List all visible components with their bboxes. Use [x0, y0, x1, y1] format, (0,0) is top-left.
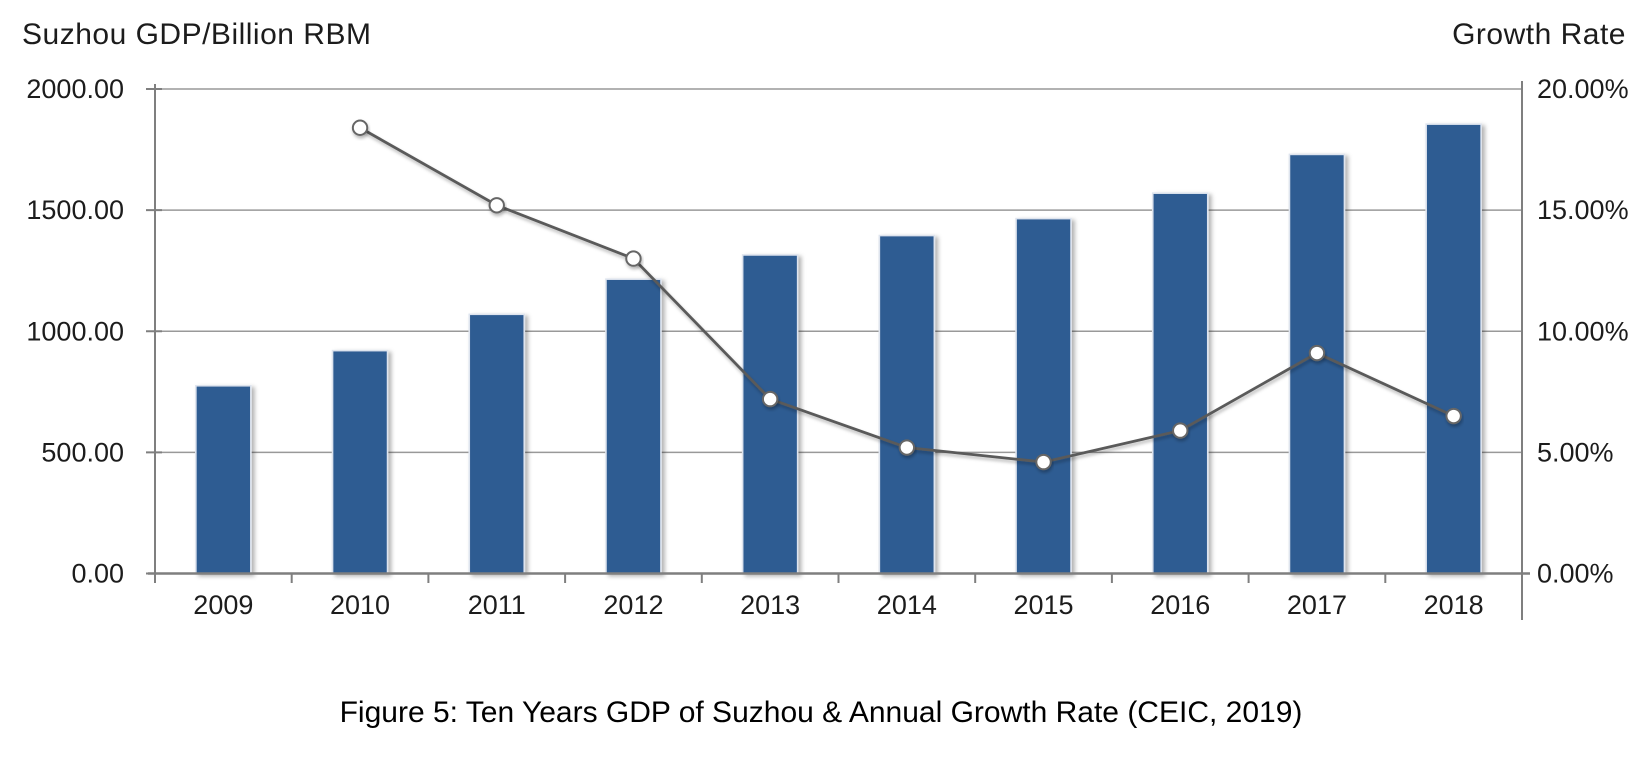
x-axis-label-2012: 2012	[603, 590, 663, 620]
marker-2012	[625, 250, 642, 267]
marker-2010	[351, 119, 369, 136]
right-axis-label-1: 15.00%	[1537, 195, 1629, 225]
left-axis-label-3: 500.00	[41, 437, 124, 467]
bar-2009	[195, 384, 252, 575]
left-axis-label-0: 2000.00	[26, 74, 124, 104]
gdp-growth-chart: Suzhou GDP/Billion RBM Growth Rate 2000.…	[22, 18, 1629, 620]
bar-2016	[1151, 192, 1209, 575]
x-axis-label-2010: 2010	[330, 590, 390, 620]
right-axis-label-0: 20.00%	[1537, 74, 1629, 104]
plot-area: 2000.00 1500.00 1000.00 500.00 0.00 20.00% 15.…	[26, 74, 1629, 620]
x-axis-label-2013: 2013	[740, 590, 800, 620]
x-axis-label-2015: 2015	[1014, 590, 1074, 620]
x-axis-label-2017: 2017	[1287, 590, 1347, 620]
bar-2018	[1425, 123, 1482, 575]
left-axis-title: Suzhou GDP/Billion RBM	[22, 18, 371, 51]
x-axis-label-2009: 2009	[193, 590, 253, 620]
marker-2015	[1035, 453, 1052, 471]
bar-2012	[605, 278, 662, 575]
x-axis-label-2011: 2011	[468, 590, 526, 620]
x-axis-label-2016: 2016	[1150, 590, 1210, 620]
marker-2018	[1445, 407, 1462, 425]
marker-2016	[1172, 422, 1189, 439]
marker-2014	[898, 439, 916, 456]
bar-2014	[878, 234, 936, 575]
bar-2010	[331, 349, 389, 575]
bar-2015	[1015, 217, 1072, 575]
marker-2013	[761, 390, 779, 408]
right-axis-label-2: 10.00%	[1537, 316, 1629, 346]
right-axis-label-3: 5.00%	[1537, 437, 1614, 467]
right-axis-title: Growth Rate	[1452, 18, 1626, 51]
x-axis-label-2014: 2014	[877, 590, 937, 620]
x-axis-label-2018: 2018	[1424, 590, 1484, 620]
left-axis-label-2: 1000.00	[26, 316, 124, 346]
bar-2011	[468, 313, 526, 575]
right-axis-label-4: 0.00%	[1537, 559, 1614, 589]
left-axis-label-4: 0.00	[71, 559, 124, 589]
figure-caption: Figure 5: Ten Years GDP of Suzhou & Annu…	[339, 696, 1303, 729]
bar-2013	[741, 254, 799, 575]
left-axis-label-1: 1500.00	[26, 195, 124, 225]
marker-2011	[488, 197, 505, 214]
marker-2017	[1308, 344, 1326, 362]
